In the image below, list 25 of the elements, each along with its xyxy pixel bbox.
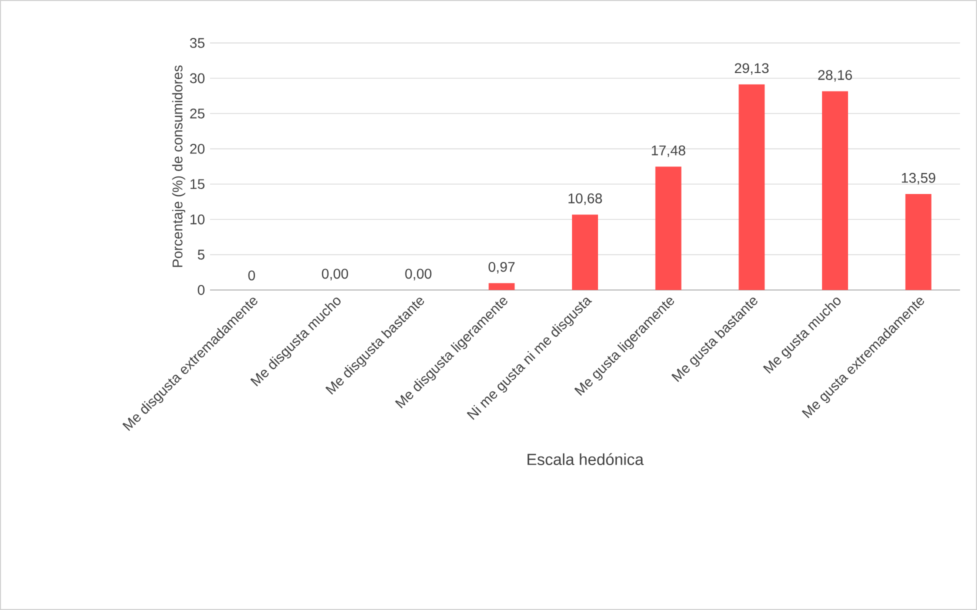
y-tick-label: 20 [190, 144, 204, 154]
bar [488, 283, 515, 290]
data-label: 10,68 [568, 193, 602, 206]
bar [738, 84, 765, 290]
y-tick-label: 10 [190, 214, 204, 224]
data-label: 28,16 [818, 70, 852, 82]
bar [905, 194, 932, 290]
y-tick-label: 35 [190, 38, 204, 48]
bar [572, 214, 598, 290]
data-label: 0,00 [405, 268, 432, 280]
data-label: 13,59 [902, 172, 936, 184]
bar [655, 166, 682, 290]
bar [822, 91, 848, 290]
data-label: 0,00 [322, 268, 348, 280]
y-tick-label: 15 [190, 179, 204, 190]
y-tick-label: 0 [198, 285, 204, 295]
x-axis-title: Escala hedónica [528, 453, 644, 466]
data-label: 0 [248, 270, 255, 280]
y-tick-label: 30 [190, 73, 204, 84]
y-tick-label: 25 [190, 108, 204, 119]
data-label: 17,48 [652, 145, 686, 158]
y-tick-label: 5 [198, 250, 204, 260]
y-axis-title: Porcentaje (%) de consumidores [172, 65, 186, 267]
data-label: 29,13 [734, 63, 769, 75]
data-label: 0,97 [488, 262, 515, 274]
